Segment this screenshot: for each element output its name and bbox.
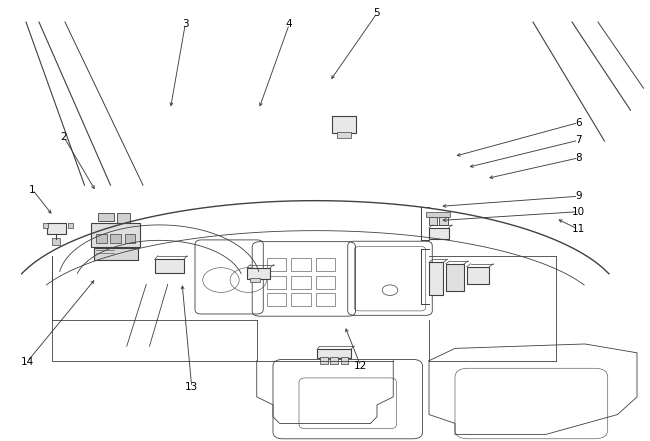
Bar <box>317 349 351 358</box>
Bar <box>47 223 66 234</box>
Text: 2: 2 <box>60 132 67 142</box>
Text: 7: 7 <box>575 135 582 145</box>
Bar <box>68 223 73 228</box>
Bar <box>316 276 335 289</box>
Bar <box>337 132 351 138</box>
Bar <box>291 258 311 271</box>
Bar <box>320 357 328 364</box>
Bar <box>332 116 356 133</box>
Bar <box>247 268 270 279</box>
Bar <box>91 223 140 247</box>
Bar <box>117 213 130 223</box>
Bar <box>250 278 260 282</box>
Bar <box>266 276 286 289</box>
Text: 11: 11 <box>572 224 585 234</box>
Bar <box>467 267 489 284</box>
Bar <box>291 293 311 306</box>
Bar <box>43 223 48 228</box>
Bar <box>52 238 60 245</box>
Bar <box>111 234 121 243</box>
Bar <box>155 259 184 273</box>
Bar <box>316 258 335 271</box>
Text: 4: 4 <box>286 19 292 29</box>
Text: 13: 13 <box>185 382 198 392</box>
Text: 8: 8 <box>575 153 582 163</box>
Bar <box>341 357 348 364</box>
Bar <box>316 293 335 306</box>
Bar <box>429 217 437 225</box>
Text: 9: 9 <box>575 191 582 201</box>
Bar <box>439 217 448 225</box>
Text: 3: 3 <box>182 19 188 29</box>
Bar <box>94 248 138 260</box>
Text: 5: 5 <box>374 8 380 18</box>
Bar <box>125 234 135 243</box>
Text: 6: 6 <box>575 118 582 127</box>
Bar <box>330 357 338 364</box>
Text: 12: 12 <box>354 361 367 371</box>
Bar <box>429 228 448 239</box>
Bar <box>266 293 286 306</box>
Bar <box>98 213 114 221</box>
Bar <box>291 276 311 289</box>
Text: 10: 10 <box>572 207 585 217</box>
Text: 1: 1 <box>29 185 36 194</box>
Text: 14: 14 <box>21 357 34 366</box>
Bar <box>429 262 443 295</box>
Bar <box>446 264 464 291</box>
Bar <box>266 258 286 271</box>
Bar <box>96 234 107 243</box>
Bar <box>426 212 450 217</box>
